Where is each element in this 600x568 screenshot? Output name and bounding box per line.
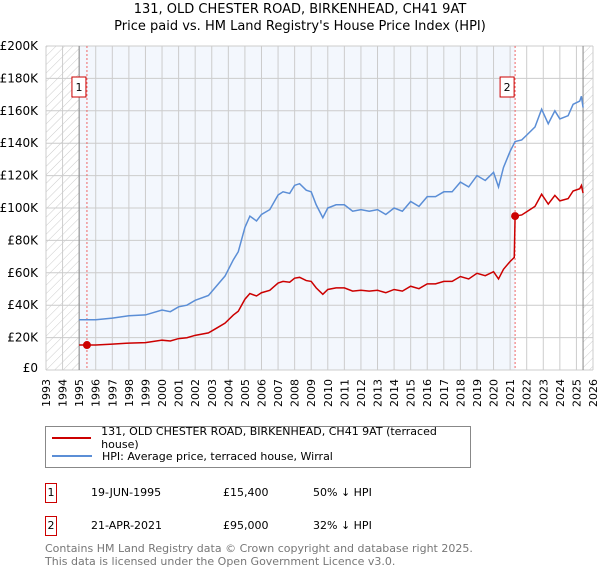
x-tick-label: 2021 [504,379,517,407]
y-tick-label: £80K [7,233,39,247]
y-tick-label: £100K [0,201,39,215]
x-tick-label: 2020 [488,379,501,407]
legend-swatch [52,437,92,439]
footer-line-2: This data is licensed under the Open Gov… [45,555,396,568]
sale-hpi-diff: 50% ↓ HPI [313,486,372,499]
footer: Contains HM Land Registry data © Crown c… [45,542,473,568]
x-tick-label: 2014 [388,379,401,407]
x-tick-label: 2000 [156,379,169,407]
x-tick-label: 2024 [554,379,567,407]
sale-point [82,341,91,350]
x-tick-label: 2022 [521,379,534,407]
sale-date: 19-JUN-1995 [91,486,162,499]
chart-subtitle: Price paid vs. HM Land Registry's House … [114,19,486,34]
sale-hpi-diff: 32% ↓ HPI [313,519,372,532]
sale-marker-number: 2 [504,81,511,94]
sale-marker-label: 2 [45,516,57,536]
y-tick-label: £140K [0,136,39,150]
x-tick-label: 2006 [255,379,268,407]
legend-label: 131, OLD CHESTER ROAD, BIRKENHEAD, CH41 … [101,425,437,451]
x-tick-label: 2012 [355,379,368,407]
x-tick-label: 2002 [189,379,202,407]
x-tick-label: 2023 [537,379,550,407]
sale-row-1: 1 19-JUN-1995 £15,400 50% ↓ HPI [45,483,445,503]
x-tick-label: 2003 [206,379,219,407]
sale-marker-box [499,76,515,98]
y-tick-label: £40K [7,298,39,312]
sale-marker-number: 1 [75,81,82,94]
y-tick-label: £20K [7,331,39,345]
x-tick-label: 2008 [289,379,302,407]
x-tick-label: 2015 [405,379,418,407]
y-tick-label: £0 [23,361,38,375]
x-tick-label: 1999 [139,379,152,407]
x-tick-label: 1997 [106,379,119,407]
x-tick-label: 2013 [372,379,385,407]
x-tick-label: 2007 [272,379,285,407]
x-tick-label: 1995 [73,379,86,407]
chart-legend: 131, OLD CHESTER ROAD, BIRKENHEAD, CH41 … [45,425,471,468]
x-tick-label: 2018 [454,379,467,407]
x-tick-label: 1996 [90,379,103,407]
x-tick-label: 2025 [570,379,583,407]
sale-marker-box [71,76,87,98]
property-series-line [79,183,584,346]
footer-line-1: Contains HM Land Registry data © Crown c… [45,542,473,555]
legend-label: HPI: Average price, terraced house, Wirr… [102,449,333,463]
hpi-series-line [79,95,584,321]
legend-swatch [52,455,92,457]
sale-row-2: 2 21-APR-2021 £95,000 32% ↓ HPI [45,516,445,536]
x-tick-label: 2005 [239,379,252,407]
sale-price: £15,400 [223,486,269,499]
x-tick-label: 2010 [322,379,335,407]
x-tick-label: 2004 [222,379,235,407]
x-tick-label: 2009 [305,379,318,407]
x-tick-label: 2019 [471,379,484,407]
sale-point [511,212,520,221]
y-tick-label: £60K [7,266,39,280]
y-tick-label: £160K [0,104,39,118]
x-tick-label: 1993 [40,379,53,407]
y-tick-label: £200K [0,39,39,53]
x-tick-label: 1994 [57,379,70,407]
x-tick-label: 2017 [438,379,451,407]
x-tick-label: 2016 [421,379,434,407]
price-chart: 1993 1994 1995 1996 1997 1998 1999 2000 2001 2002… [0,39,600,407]
y-tick-label: £120K [0,169,39,183]
x-tick-label: 1998 [123,379,136,407]
sale-price: £95,000 [223,519,269,532]
x-tick-label: 2011 [338,379,351,407]
y-tick-label: £180K [0,71,39,85]
sale-marker-label: 1 [45,483,57,503]
chart-title: 131, OLD CHESTER ROAD, BIRKENHEAD, CH41 … [133,2,467,17]
legend-item-hpi: HPI: Average price, terraced house, Wirr… [52,448,333,464]
sale-date: 21-APR-2021 [91,519,163,532]
x-tick-label: 2026 [587,379,600,407]
legend-item-property: 131, OLD CHESTER ROAD, BIRKENHEAD, CH41 … [52,425,470,451]
x-tick-label: 2001 [173,379,186,407]
